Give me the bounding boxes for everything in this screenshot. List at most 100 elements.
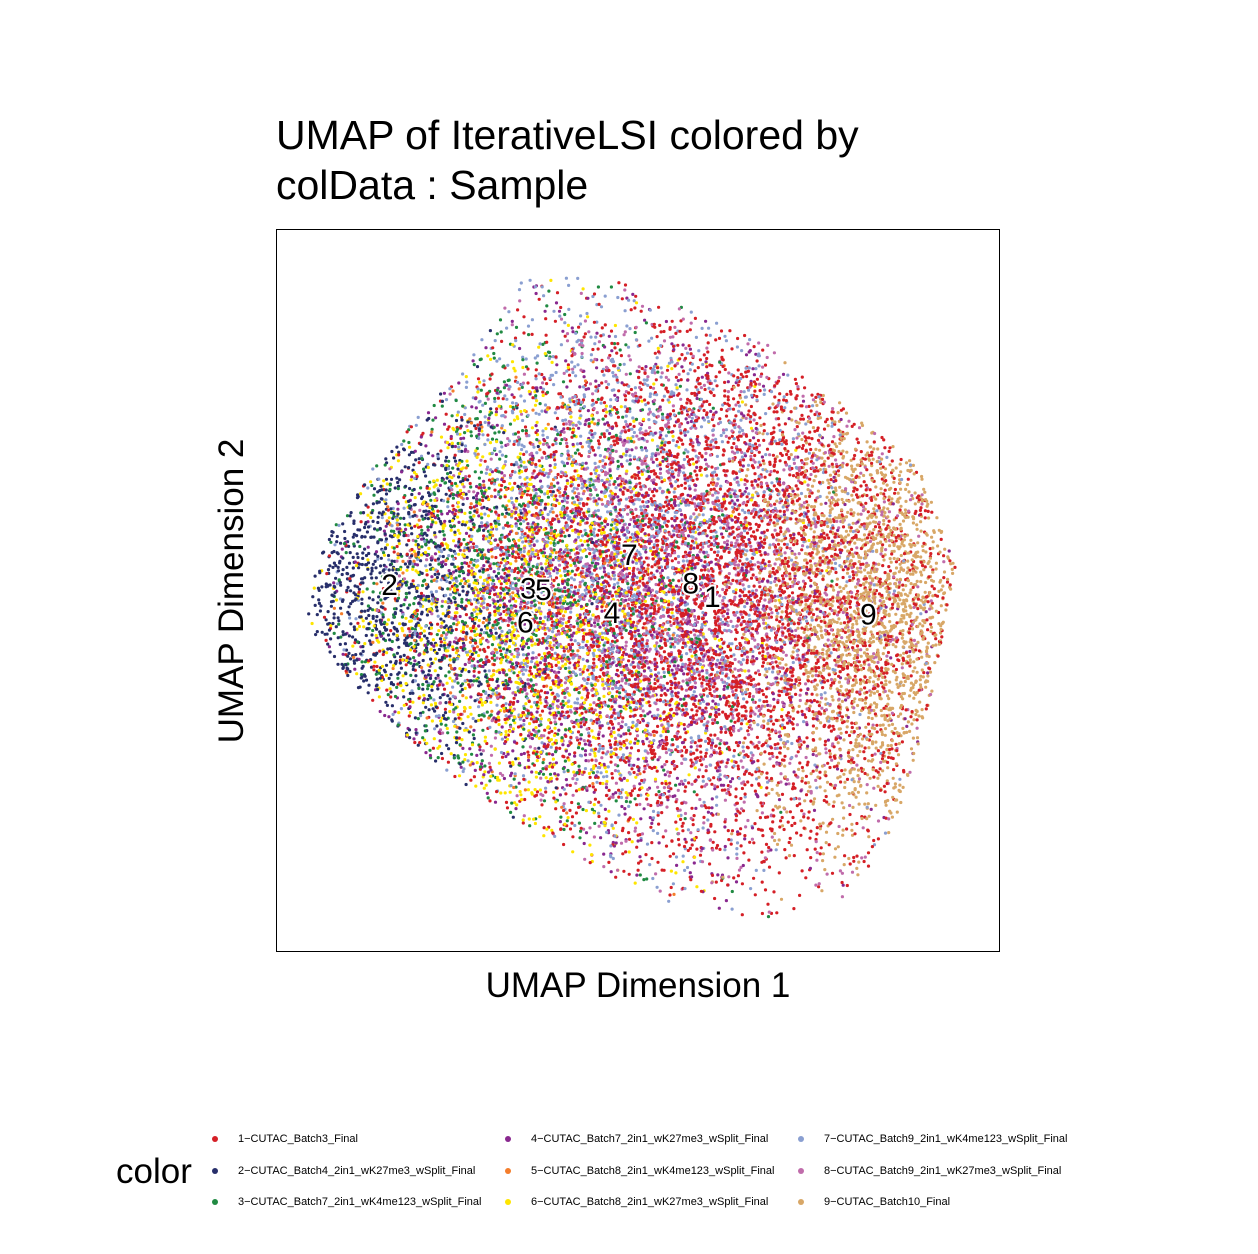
scatter-point: [812, 479, 816, 483]
scatter-point: [555, 416, 560, 420]
scatter-point: [738, 448, 742, 452]
scatter-point: [634, 737, 638, 741]
scatter-point: [797, 704, 801, 708]
scatter-point: [705, 534, 709, 538]
scatter-point: [739, 661, 743, 665]
scatter-point: [801, 443, 805, 448]
scatter-point: [766, 552, 770, 556]
scatter-point: [550, 360, 554, 364]
scatter-point: [802, 812, 806, 816]
scatter-point: [495, 790, 499, 794]
scatter-point: [880, 666, 884, 670]
scatter-point: [864, 501, 868, 505]
scatter-point: [860, 856, 864, 860]
scatter-point: [566, 816, 570, 820]
scatter-point: [882, 492, 886, 496]
scatter-point: [749, 426, 754, 430]
scatter-point: [486, 560, 490, 564]
scatter-point: [714, 473, 719, 477]
scatter-point: [692, 861, 696, 865]
scatter-point: [616, 495, 620, 499]
scatter-point: [810, 505, 814, 509]
scatter-point: [571, 529, 575, 533]
scatter-point: [353, 560, 357, 564]
scatter-point: [929, 500, 934, 504]
scatter-point: [832, 633, 836, 637]
scatter-point: [553, 772, 557, 776]
scatter-point: [384, 700, 388, 704]
scatter-point: [909, 582, 913, 586]
scatter-point: [593, 431, 597, 435]
scatter-point: [921, 544, 925, 548]
scatter-point: [542, 757, 546, 762]
scatter-point: [709, 507, 713, 511]
scatter-point: [672, 664, 676, 668]
scatter-point: [781, 622, 785, 626]
scatter-point: [712, 393, 716, 398]
scatter-point: [517, 288, 522, 292]
scatter-point: [465, 424, 469, 428]
scatter-point: [696, 376, 700, 380]
scatter-point: [504, 714, 508, 718]
scatter-point: [862, 480, 866, 484]
scatter-point: [699, 473, 703, 477]
scatter-point: [832, 647, 836, 651]
scatter-point: [468, 640, 472, 644]
scatter-point: [876, 837, 881, 841]
scatter-point: [691, 714, 695, 718]
scatter-point: [800, 437, 804, 442]
scatter-point: [803, 627, 807, 631]
scatter-point: [753, 442, 758, 446]
scatter-point: [696, 366, 700, 370]
scatter-point: [826, 738, 831, 742]
scatter-point: [743, 605, 747, 609]
scatter-point: [839, 417, 843, 422]
scatter-point: [805, 515, 809, 519]
scatter-point: [851, 622, 855, 627]
scatter-point: [503, 791, 507, 795]
scatter-point: [909, 747, 914, 751]
scatter-point: [470, 743, 475, 747]
scatter-point: [513, 801, 517, 805]
scatter-point: [640, 493, 644, 497]
scatter-point: [778, 730, 782, 734]
scatter-point: [659, 660, 664, 664]
scatter-point: [658, 486, 662, 490]
scatter-point: [390, 718, 394, 722]
scatter-point: [469, 725, 473, 729]
scatter-point: [449, 691, 453, 695]
scatter-point: [915, 523, 919, 527]
scatter-point: [721, 710, 725, 714]
scatter-point: [607, 739, 612, 743]
scatter-point: [800, 709, 804, 713]
scatter-point: [891, 776, 895, 780]
scatter-point: [804, 876, 808, 880]
scatter-point: [660, 688, 664, 692]
scatter-point: [700, 684, 704, 688]
scatter-point: [621, 716, 625, 720]
scatter-point: [348, 616, 352, 620]
scatter-point: [736, 438, 740, 442]
scatter-point: [456, 515, 460, 519]
scatter-point: [386, 633, 391, 637]
scatter-point: [597, 302, 601, 306]
scatter-point: [356, 555, 360, 560]
scatter-point: [675, 440, 679, 444]
scatter-point: [461, 520, 465, 524]
scatter-point: [396, 556, 400, 560]
scatter-point: [867, 746, 871, 750]
scatter-point: [545, 684, 549, 688]
scatter-point: [645, 797, 649, 801]
scatter-point: [721, 453, 725, 457]
scatter-point: [609, 444, 613, 449]
scatter-point: [557, 563, 562, 567]
scatter-point: [818, 737, 822, 741]
scatter-point: [839, 658, 843, 662]
scatter-point: [779, 810, 783, 814]
scatter-point: [633, 881, 637, 885]
scatter-point: [457, 593, 462, 597]
scatter-point: [452, 710, 456, 714]
scatter-point: [436, 756, 440, 760]
scatter-point: [482, 479, 486, 483]
scatter-point: [874, 705, 879, 709]
